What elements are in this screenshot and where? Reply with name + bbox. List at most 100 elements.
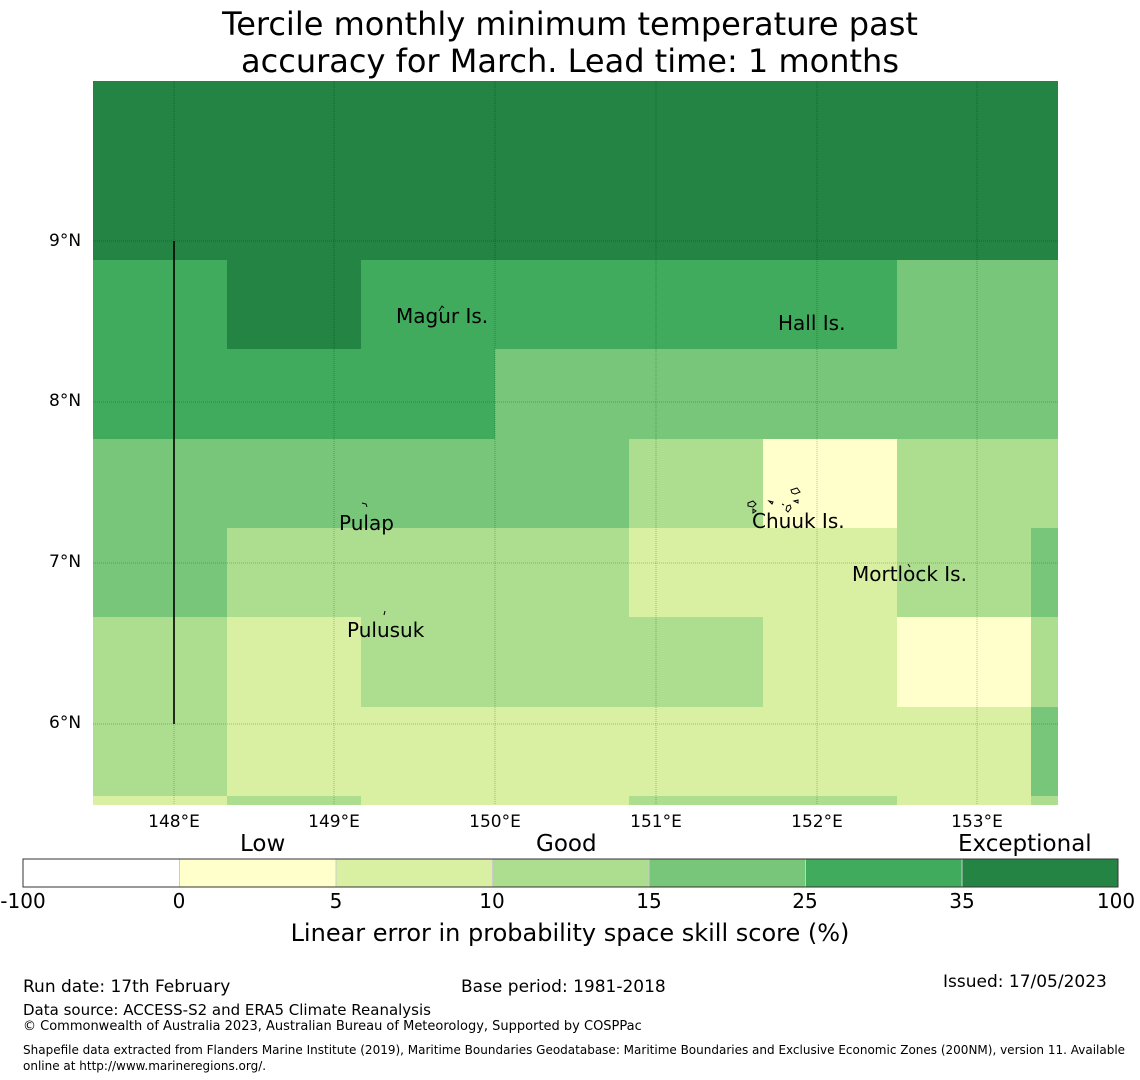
colorbar-frame [22,858,1119,888]
skill-cell [361,796,496,805]
place-pulusuk: Pulusuk [347,618,425,642]
skill-cell [897,707,1032,797]
skill-cell [93,81,228,261]
colorbar-seg-neg100-0 [22,858,180,888]
skill-cell [629,528,764,618]
lon-label-151e: 151°E [630,812,682,832]
run-date: Run date: 17th February [23,977,231,997]
skill-cell [495,260,630,350]
category-good: Good [536,831,597,857]
skill-cell [897,349,1032,440]
data-source: Data source: ACCESS-S2 and ERA5 Climate … [23,1001,431,1019]
skill-cell [629,796,764,805]
place-magur: Magur Is. [396,304,489,328]
skill-cell [93,796,228,805]
tick-10: 10 [479,889,505,913]
skill-cell [93,528,228,618]
lon-label-153e: 153°E [951,812,1003,832]
place-pulap: Pulap [339,511,394,535]
colorbar-seg-35-100 [961,858,1119,888]
skill-cell [1031,707,1058,797]
skill-cell [93,349,228,440]
lon-label-152e: 152°E [791,812,843,832]
place-hall: Hall Is. [778,311,846,335]
skill-cell [495,617,630,708]
skill-cell [763,81,898,261]
skill-cell [93,707,228,797]
lon-label-150e: 150°E [469,812,521,832]
skill-cell [227,617,362,708]
lon-label-148e: 148°E [148,812,200,832]
skill-cell [763,349,898,440]
map-title: Tercile monthly minimum temperature past… [0,6,1140,80]
lat-label-6n: 6°N [49,713,82,733]
skill-cell [897,617,1032,708]
pulusuk-island-icon [383,610,386,616]
skill-cell [495,349,630,440]
skill-cell [1031,260,1058,350]
skill-cell [1031,528,1058,618]
skill-cell [495,707,630,797]
skill-cell [93,260,228,350]
skill-cell [897,260,1032,350]
skill-cell [1031,439,1058,529]
tick-15: 15 [636,889,662,913]
skill-cell [763,439,898,529]
skill-cell [763,260,898,350]
skill-cell [1031,617,1058,708]
colorbar-seg-0-5 [179,858,337,888]
skill-cell [1031,349,1058,440]
tick-25: 25 [792,889,818,913]
category-low: Low [240,831,286,857]
shapefile-credit: Shapefile data extracted from Flanders M… [23,1043,1126,1073]
skill-cell [495,528,630,618]
skill-cell [361,707,496,797]
lat-label-8n: 8°N [49,391,82,411]
skill-cell [227,260,362,350]
tick-neg100: -100 [0,889,46,913]
issued-date: Issued: 17/05/2023 [943,972,1107,992]
skill-cell [897,439,1032,529]
skill-cell [629,260,764,350]
skill-cell [361,349,496,440]
tick-35: 35 [949,889,975,913]
colorbar-seg-5-10 [335,858,493,888]
skill-cell [629,617,764,708]
place-mortlock: Mortlock Is. [852,562,967,586]
copyright: © Commonwealth of Australia 2023, Austra… [23,1019,642,1034]
skill-cell [361,439,496,529]
colorbar-label: Linear error in probability space skill … [290,919,850,947]
lat-label-7n: 7°N [49,552,82,572]
tick-5: 5 [329,889,343,913]
skill-cell [629,81,764,261]
magur-island-icon [438,305,445,312]
skill-cell [227,349,362,440]
skill-cell [227,81,362,261]
skill-cell [227,528,362,618]
skill-cell [763,796,898,805]
skill-cell [227,707,362,797]
title-line-2: accuracy for March. Lead time: 1 months [241,42,899,80]
skill-cell [1031,81,1058,261]
lat-label-9n: 9°N [49,231,82,251]
skill-cell [629,707,764,797]
skill-cell [361,81,496,261]
skill-cell [763,707,898,797]
skill-cell [763,528,898,618]
mortlock-island-icon [907,563,911,568]
skill-cell [361,617,496,708]
skill-cell [93,617,228,708]
skill-cell [495,796,630,805]
colorbar [22,858,1119,888]
skill-cell [629,349,764,440]
skill-cell [897,81,1032,261]
skill-cell [361,528,496,618]
category-exceptional: Exceptional [958,831,1092,857]
tick-0: 0 [172,889,186,913]
skill-cell [763,617,898,708]
skill-cells [93,81,1058,805]
skill-cell [897,528,1032,618]
colorbar-seg-15-25 [648,858,806,888]
skill-cell [227,796,362,805]
lon-label-149e: 149°E [308,812,360,832]
